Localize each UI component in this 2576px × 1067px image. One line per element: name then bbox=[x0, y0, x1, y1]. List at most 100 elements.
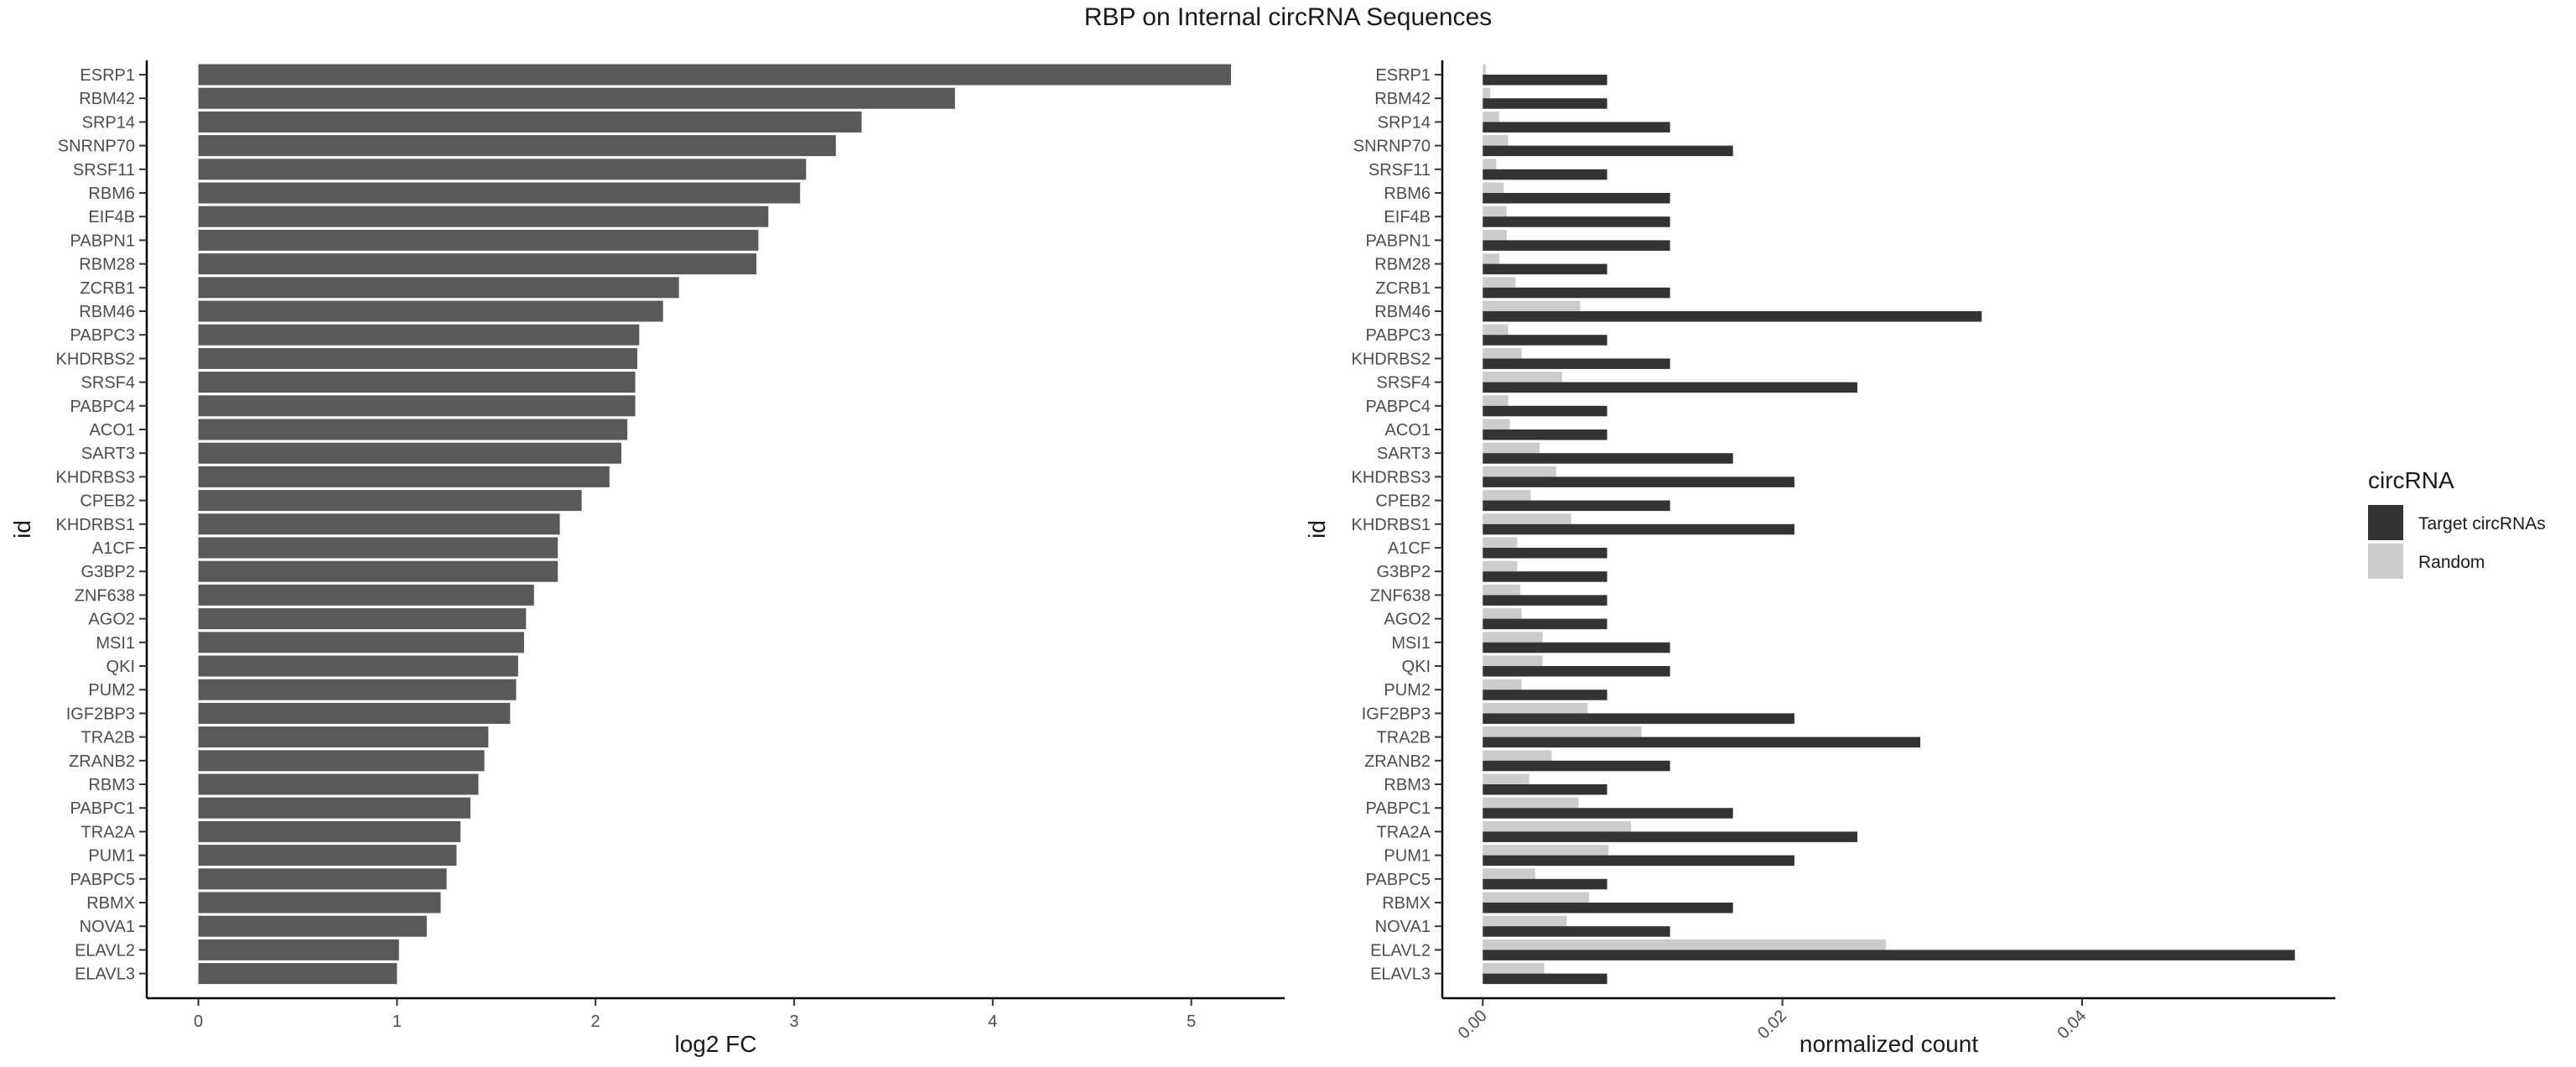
right-bar-random-snrnp70 bbox=[1483, 135, 1509, 146]
right-bar-random-nova1 bbox=[1483, 915, 1567, 927]
right-y-tick-label-rbm28: RBM28 bbox=[1374, 256, 1431, 274]
left-y-tick-label-elavl3: ELAVL3 bbox=[75, 966, 135, 984]
right-bar-random-eif4b bbox=[1483, 206, 1507, 217]
left-bar-khdrbs3 bbox=[198, 466, 610, 487]
right-y-tick-label-zranb2: ZRANB2 bbox=[1364, 752, 1431, 771]
left-bar-znf638 bbox=[198, 584, 534, 606]
right-y-tick-label-nova1: NOVA1 bbox=[1375, 918, 1431, 936]
right-bar-target-elavl2 bbox=[1483, 950, 2295, 960]
right-bar-target-nova1 bbox=[1483, 926, 1670, 937]
right-y-tick-label-khdrbs1: KHDRBS1 bbox=[1352, 516, 1431, 534]
right-bar-target-aco1 bbox=[1483, 429, 1607, 440]
right-y-tick-label-srsf11: SRSF11 bbox=[1368, 161, 1431, 180]
right-bar-random-aco1 bbox=[1483, 419, 1510, 429]
left-y-tick-label-rbm28: RBM28 bbox=[79, 256, 135, 274]
left-y-tick-label-elavl2: ELAVL2 bbox=[75, 941, 135, 960]
right-y-tick-label-eif4b: EIF4B bbox=[1384, 208, 1431, 226]
right-y-tick-label-a1cf: A1CF bbox=[1388, 539, 1431, 558]
left-y-tick-label-zcrb1: ZCRB1 bbox=[80, 279, 135, 298]
right-bar-target-rbm46 bbox=[1483, 311, 1982, 322]
left-bar-tra2a bbox=[198, 820, 461, 842]
left-x-tick-label: 1 bbox=[392, 1012, 402, 1031]
left-y-tick-label-sart3: SART3 bbox=[81, 445, 135, 463]
right-bar-target-zcrb1 bbox=[1483, 287, 1670, 299]
left-y-tick-label-pabpc4: PABPC4 bbox=[70, 398, 135, 416]
left-bar-elavl3 bbox=[198, 963, 397, 985]
right-y-tick-label-rbm46: RBM46 bbox=[1374, 303, 1431, 321]
left-bar-a1cf bbox=[198, 537, 558, 559]
left-y-tick-label-igf2bp3: IGF2BP3 bbox=[66, 705, 135, 723]
right-bar-target-zranb2 bbox=[1483, 760, 1670, 772]
right-x-tick-label: 0.00 bbox=[1455, 1007, 1491, 1043]
right-bar-random-znf638 bbox=[1483, 584, 1520, 596]
right-bar-random-igf2bp3 bbox=[1483, 702, 1588, 714]
right-y-tick-label-pabpc3: PABPC3 bbox=[1366, 326, 1431, 345]
right-bar-random-qki bbox=[1483, 655, 1543, 666]
left-y-tick-label-srp14: SRP14 bbox=[82, 113, 135, 132]
right-bar-random-khdrbs3 bbox=[1483, 466, 1556, 477]
legend-title: circRNA bbox=[2368, 467, 2454, 493]
right-bar-random-khdrbs1 bbox=[1483, 513, 1571, 524]
left-y-tick-label-rbm6: RBM6 bbox=[88, 185, 135, 203]
left-y-tick-label-pum2: PUM2 bbox=[88, 681, 135, 700]
left-x-tick-label: 2 bbox=[591, 1012, 600, 1031]
legend-label-random: Random bbox=[2418, 553, 2485, 572]
left-bar-ago2 bbox=[198, 608, 527, 630]
left-bar-qki bbox=[198, 655, 518, 677]
left-bar-srp14 bbox=[198, 111, 862, 133]
right-bar-target-igf2bp3 bbox=[1483, 713, 1794, 724]
left-y-tick-label-pabpc3: PABPC3 bbox=[70, 326, 135, 345]
right-bar-target-srsf11 bbox=[1483, 169, 1607, 180]
left-bar-khdrbs2 bbox=[198, 347, 637, 369]
right-bar-random-srsf11 bbox=[1483, 159, 1497, 169]
right-bar-random-srsf4 bbox=[1483, 372, 1562, 383]
right-x-axis-title: normalized count bbox=[1800, 1031, 1978, 1057]
right-y-tick-label-znf638: ZNF638 bbox=[1370, 586, 1431, 605]
left-bar-aco1 bbox=[198, 419, 628, 440]
left-bar-esrp1 bbox=[198, 64, 1232, 86]
right-bar-target-rbm6 bbox=[1483, 193, 1670, 204]
left-bar-rbm46 bbox=[198, 300, 663, 322]
right-bar-random-khdrbs2 bbox=[1483, 347, 1522, 359]
left-bar-srsf11 bbox=[198, 159, 807, 180]
right-y-tick-label-pabpn1: PABPN1 bbox=[1366, 232, 1431, 250]
right-bar-random-rbm28 bbox=[1483, 253, 1499, 264]
right-bar-random-pum1 bbox=[1483, 845, 1609, 856]
left-bar-tra2b bbox=[198, 726, 489, 748]
right-y-tick-label-pabpc4: PABPC4 bbox=[1366, 398, 1431, 416]
left-y-tick-label-pabpc5: PABPC5 bbox=[70, 871, 135, 889]
right-y-tick-label-zcrb1: ZCRB1 bbox=[1375, 279, 1431, 298]
right-bar-target-znf638 bbox=[1483, 595, 1607, 606]
left-y-tick-label-rbm46: RBM46 bbox=[79, 303, 135, 321]
right-bar-target-pabpc5 bbox=[1483, 878, 1607, 890]
right-bar-target-rbm3 bbox=[1483, 784, 1607, 795]
right-bar-target-tra2b bbox=[1483, 736, 1921, 748]
left-bar-rbm6 bbox=[198, 182, 801, 204]
left-x-tick-label: 5 bbox=[1187, 1012, 1196, 1031]
legend-swatch-random bbox=[2368, 544, 2403, 579]
right-bar-random-rbm6 bbox=[1483, 182, 1504, 193]
left-bar-khdrbs1 bbox=[198, 513, 560, 535]
right-bar-random-pum2 bbox=[1483, 679, 1522, 690]
left-y-tick-label-g3bp2: G3BP2 bbox=[81, 563, 135, 581]
right-bar-target-khdrbs2 bbox=[1483, 358, 1670, 369]
left-bar-rbm28 bbox=[198, 253, 757, 275]
right-y-tick-label-qki: QKI bbox=[1402, 658, 1431, 676]
right-y-tick-label-aco1: ACO1 bbox=[1385, 421, 1431, 440]
right-y-tick-label-rbm3: RBM3 bbox=[1384, 776, 1431, 794]
right-y-tick-label-msi1: MSI1 bbox=[1391, 634, 1431, 653]
right-bar-random-srp14 bbox=[1483, 111, 1499, 122]
right-bar-random-rbm46 bbox=[1483, 300, 1581, 311]
right-bar-target-srp14 bbox=[1483, 122, 1670, 133]
right-bar-target-khdrbs1 bbox=[1483, 523, 1794, 535]
right-y-tick-label-igf2bp3: IGF2BP3 bbox=[1362, 705, 1431, 723]
right-bar-target-elavl3 bbox=[1483, 973, 1607, 985]
right-bar-random-pabpn1 bbox=[1483, 229, 1507, 241]
left-bar-sart3 bbox=[198, 442, 622, 464]
left-y-tick-label-qki: QKI bbox=[106, 658, 135, 676]
left-y-tick-label-esrp1: ESRP1 bbox=[80, 66, 135, 85]
left-y-tick-label-srsf4: SRSF4 bbox=[81, 374, 135, 393]
right-bar-random-pabpc1 bbox=[1483, 797, 1579, 809]
right-bar-target-pabpc3 bbox=[1483, 335, 1607, 346]
